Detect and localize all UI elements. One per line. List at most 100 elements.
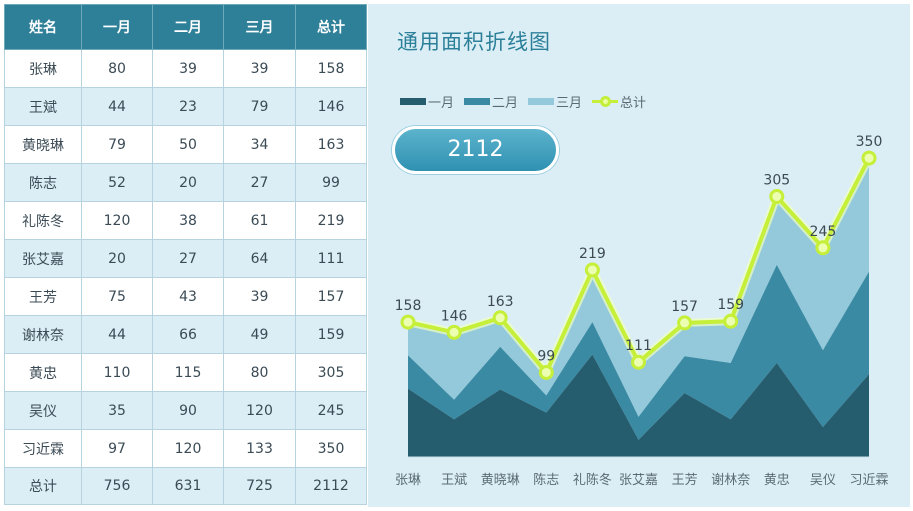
- table-row: 陈志 52 20 27 99: [4, 163, 367, 202]
- total-badge: 2112: [392, 126, 559, 174]
- x-tick-label: 王斌: [441, 473, 467, 488]
- legend-swatch-feb: [464, 98, 491, 105]
- cell-jan: 79: [81, 125, 153, 164]
- legend-label-feb: 二月: [492, 96, 519, 111]
- cell-feb: 50: [152, 125, 224, 164]
- cell-name: 谢林奈: [4, 315, 82, 354]
- total-marker: [446, 324, 462, 340]
- total-marker: [723, 313, 739, 329]
- cell-mar: 64: [223, 239, 296, 278]
- cell-feb: 39: [152, 49, 224, 88]
- legend-item-feb: 二月: [464, 92, 518, 111]
- cell-feb: 27: [152, 239, 224, 278]
- cell-mar: 61: [223, 201, 296, 240]
- chart-legend: 一月 二月 三月 总计: [400, 92, 656, 111]
- cell-jan: 97: [81, 429, 153, 468]
- x-tick-label: 吴仪: [810, 473, 836, 488]
- data-table: 姓名 一月 二月 三月 总计 张琳 80 39 39 158 王斌 44 23 79 146 黄晓琳…: [4, 4, 367, 505]
- cell-mar: 49: [223, 315, 296, 354]
- footer-total: 2112: [295, 467, 367, 505]
- cell-feb: 20: [152, 163, 224, 202]
- cell-total: 219: [295, 201, 367, 240]
- legend-item-total: 总计: [592, 92, 646, 111]
- total-marker: [400, 314, 416, 330]
- table-row: 习近霖 97 120 133 350: [4, 429, 367, 468]
- legend-label-jan: 一月: [428, 96, 455, 111]
- x-tick-label: 黄晓琳: [481, 473, 520, 488]
- data-label: 157: [671, 299, 698, 315]
- data-label: 350: [856, 134, 883, 150]
- table-row: 王芳 75 43 39 157: [4, 277, 367, 316]
- cell-total: 350: [295, 429, 367, 468]
- data-label: 159: [717, 297, 744, 313]
- cell-feb: 38: [152, 201, 224, 240]
- cell-mar: 27: [223, 163, 296, 202]
- cell-jan: 52: [81, 163, 153, 202]
- cell-mar: 120: [223, 391, 296, 430]
- footer-label: 总计: [4, 467, 82, 505]
- footer-mar: 725: [223, 467, 296, 505]
- cell-name: 习近霖: [4, 429, 82, 468]
- cell-name: 王芳: [4, 277, 82, 316]
- data-label: 219: [579, 246, 606, 262]
- table-row: 王斌 44 23 79 146: [4, 87, 367, 126]
- cell-feb: 120: [152, 429, 224, 468]
- area-series-feb: [408, 264, 869, 440]
- cell-jan: 35: [81, 391, 153, 430]
- x-tick-label: 王芳: [672, 473, 698, 488]
- header-mar: 三月: [223, 4, 296, 50]
- legend-item-jan: 一月: [400, 92, 454, 111]
- area-line-chart: 158 146 163 99 219 111 157 159 305 245 350 张琳 王斌 黄晓琳陈…: [395, 134, 889, 488]
- table-row: 礼陈冬 120 38 61 219: [4, 201, 367, 240]
- cell-name: 礼陈冬: [4, 201, 82, 240]
- cell-mar: 79: [223, 87, 296, 126]
- cell-total: 245: [295, 391, 367, 430]
- legend-marker-icon: [600, 96, 612, 107]
- table-row: 张艾嘉 20 27 64 111: [4, 239, 367, 278]
- x-tick-label: 黄忠: [764, 473, 790, 488]
- cell-total: 146: [295, 87, 367, 126]
- footer-jan: 756: [81, 467, 153, 505]
- table-footer-row: 总计 756 631 725 2112: [4, 467, 367, 505]
- x-tick-label: 礼陈冬: [573, 472, 612, 488]
- cell-jan: 110: [81, 353, 153, 392]
- total-marker: [492, 310, 508, 326]
- table-body: 张琳 80 39 39 158 王斌 44 23 79 146 黄晓琳 79 50 34 163 陈志 52 20…: [4, 49, 367, 468]
- legend-label-mar: 三月: [556, 96, 583, 111]
- cell-total: 111: [295, 239, 367, 278]
- legend-swatch-jan: [400, 98, 426, 105]
- cell-total: 158: [295, 49, 367, 88]
- x-tick-label: 谢林奈: [711, 472, 750, 488]
- cell-jan: 120: [81, 201, 153, 240]
- table-row: 谢林奈 44 66 49 159: [4, 315, 367, 354]
- area-series-jan: [408, 354, 869, 457]
- total-marker: [861, 150, 877, 166]
- cell-jan: 75: [81, 277, 153, 316]
- chart-title: 通用面积折线图: [397, 30, 551, 54]
- total-marker: [538, 364, 554, 380]
- table-row: 黄忠 110 115 80 305: [4, 353, 367, 392]
- cell-mar: 80: [223, 353, 296, 392]
- footer-feb: 631: [152, 467, 224, 505]
- cell-mar: 39: [223, 49, 296, 88]
- cell-name: 张艾嘉: [4, 239, 82, 278]
- cell-total: 157: [295, 277, 367, 316]
- table-row: 黄晓琳 79 50 34 163: [4, 125, 367, 164]
- cell-mar: 133: [223, 429, 296, 468]
- cell-feb: 66: [152, 315, 224, 354]
- cell-jan: 20: [81, 239, 153, 278]
- header-jan: 一月: [81, 4, 153, 50]
- data-label: 245: [810, 224, 837, 240]
- table-header-row: 姓名 一月 二月 三月 总计: [4, 4, 367, 50]
- cell-jan: 44: [81, 315, 153, 354]
- cell-total: 163: [295, 125, 367, 164]
- table-row: 吴仪 35 90 120 245: [4, 391, 367, 430]
- x-tick-label: 张艾嘉: [619, 473, 658, 488]
- data-label: 111: [625, 338, 652, 354]
- area-series-mar: [408, 158, 869, 417]
- cell-feb: 43: [152, 277, 224, 316]
- cell-name: 张琳: [4, 49, 82, 88]
- cell-total: 99: [295, 163, 367, 202]
- total-marker: [769, 189, 785, 205]
- data-label: 146: [441, 308, 468, 324]
